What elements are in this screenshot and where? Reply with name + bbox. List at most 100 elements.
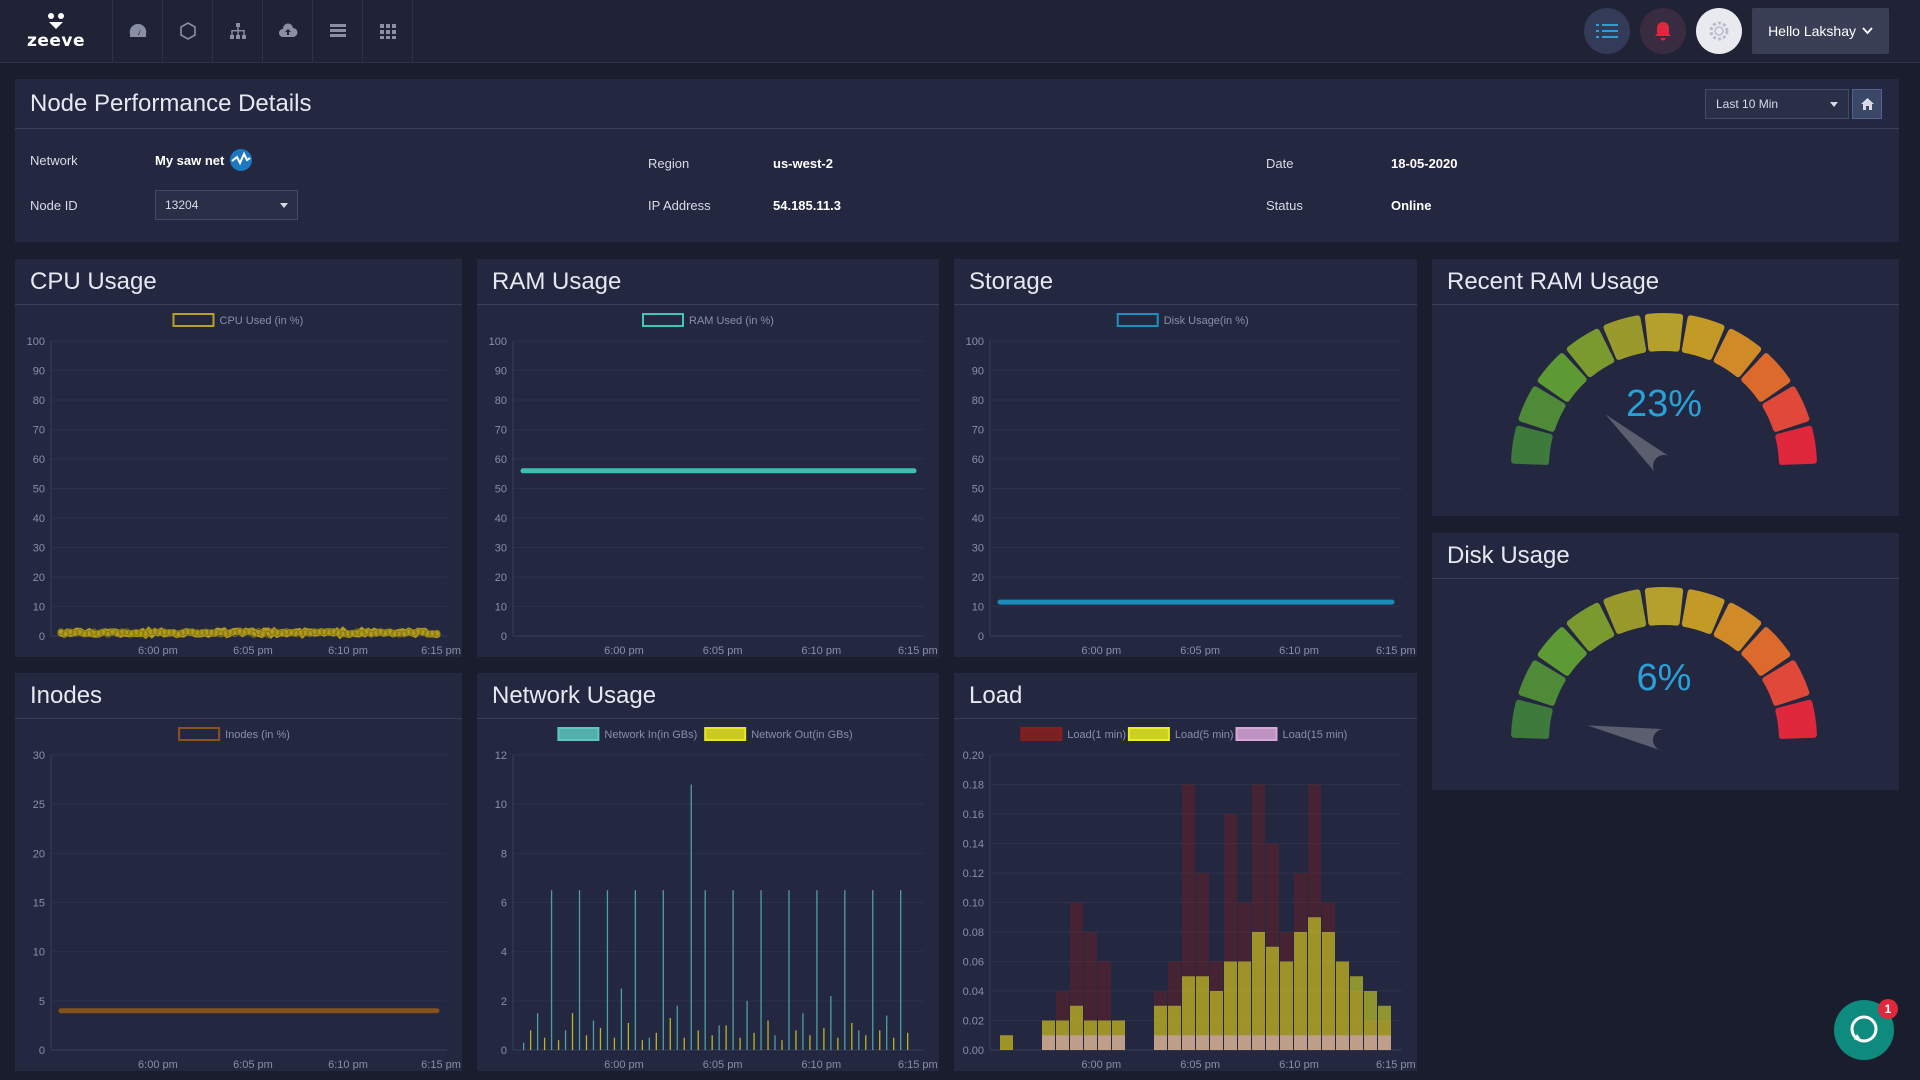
- nav-sitemap[interactable]: [213, 0, 263, 62]
- gauge-segment: [1713, 328, 1762, 378]
- y-tick-label: 0.10: [963, 898, 984, 910]
- data-bar: [1042, 1035, 1055, 1050]
- data-bar: [1378, 1035, 1391, 1050]
- data-point: [433, 629, 441, 637]
- data-point: [90, 628, 98, 636]
- data-bar: [774, 1035, 776, 1050]
- y-tick-label: 50: [972, 484, 984, 496]
- y-tick-label: 6: [501, 898, 507, 910]
- data-bar: [662, 890, 664, 1050]
- ip-label: IP Address: [648, 198, 711, 213]
- nav-server-list[interactable]: [313, 0, 363, 62]
- task-list-button[interactable]: [1584, 8, 1631, 54]
- network-usage-card: Network Usage Network In(in GBs) Network …: [477, 673, 939, 1071]
- disk-usage-gauge: 6%: [1511, 587, 1817, 751]
- node-details-header: Node Performance Details Last 10 Min: [15, 79, 1899, 129]
- data-bar: [718, 1025, 720, 1050]
- brand-logo[interactable]: zeeve: [0, 0, 113, 62]
- data-point: [367, 630, 375, 638]
- data-point: [297, 629, 305, 637]
- data-bar: [655, 1032, 657, 1050]
- user-menu-button[interactable]: Hello Lakshay: [1752, 8, 1889, 54]
- list-icon: [1596, 24, 1619, 38]
- nav-network[interactable]: [163, 0, 213, 62]
- gauge-segment: [1713, 602, 1762, 652]
- inodes-chart: Inodes (in %) 0 5 10 15 20 25 30 6:00 pm 6:05 pm 6…: [33, 727, 461, 1070]
- y-tick-label: 0.18: [963, 780, 984, 792]
- network-row: Network My saw net: [30, 148, 253, 172]
- gauge-segment: [1537, 627, 1587, 676]
- legend-swatch: [557, 727, 600, 741]
- nav-dashboard[interactable]: [113, 0, 163, 62]
- y-tick-label: 80: [33, 395, 45, 407]
- settings-button[interactable]: [1696, 8, 1743, 54]
- legend-label: Inodes (in %): [225, 729, 290, 741]
- data-point: [344, 630, 352, 638]
- data-bar: [669, 1018, 671, 1050]
- home-button[interactable]: [1852, 89, 1882, 119]
- network-usage-title: Network Usage: [477, 673, 939, 719]
- x-tick-label: 6:10 pm: [328, 1059, 368, 1070]
- data-point: [160, 628, 168, 636]
- data-point: [377, 628, 385, 636]
- data-point: [306, 630, 314, 638]
- data-point: [62, 630, 70, 638]
- data-bar: [1308, 1035, 1321, 1050]
- data-point: [273, 629, 281, 637]
- gauge-segment: [1603, 589, 1647, 635]
- data-point: [259, 630, 267, 638]
- data-point: [146, 628, 154, 636]
- y-tick-label: 0.08: [963, 927, 984, 939]
- data-bar: [676, 1005, 678, 1050]
- data-bar: [795, 1030, 797, 1050]
- x-tick-label: 6:10 pm: [801, 1059, 841, 1070]
- brand-name: zeeve: [26, 30, 86, 51]
- data-point: [207, 629, 215, 637]
- x-tick-label: 6:00 pm: [1081, 1059, 1121, 1070]
- y-tick-label: 0: [501, 631, 507, 643]
- data-bar: [900, 890, 902, 1050]
- legend-swatch: [1235, 727, 1278, 741]
- node-id-select[interactable]: 13204: [155, 190, 298, 220]
- x-tick-label: 6:05 pm: [233, 645, 273, 656]
- x-tick-label: 6:10 pm: [328, 645, 368, 656]
- nav-cloud-upload[interactable]: [263, 0, 313, 62]
- nav-apps-grid[interactable]: [363, 0, 413, 62]
- legend-label: Network Out(in GBs): [751, 729, 852, 741]
- sitemap-icon: [229, 23, 246, 39]
- y-tick-label: 20: [495, 572, 507, 584]
- y-tick-label: 40: [495, 513, 507, 525]
- y-tick-label: 100: [27, 336, 45, 348]
- data-point: [353, 628, 361, 636]
- x-tick-label: 6:00 pm: [1081, 645, 1121, 656]
- date-row: Date 18-05-2020: [1266, 156, 1458, 171]
- data-bar: [1252, 932, 1265, 1050]
- dashboard-icon: [129, 23, 146, 37]
- data-point: [198, 629, 206, 637]
- data-bar: [1322, 932, 1335, 1050]
- data-point: [283, 628, 291, 636]
- data-bar: [1084, 1035, 1097, 1050]
- cpu-usage-title: CPU Usage: [15, 259, 462, 305]
- y-tick-label: 100: [489, 336, 507, 348]
- data-bar: [536, 1013, 539, 1050]
- data-bar: [844, 890, 846, 1050]
- y-tick-label: 90: [33, 366, 45, 378]
- data-point: [109, 628, 117, 636]
- status-row: Status Online: [1266, 198, 1431, 213]
- x-tick-label: 6:15 pm: [1376, 1059, 1416, 1070]
- legend-label: CPU Used (in %): [220, 315, 304, 327]
- caret-down-icon: [280, 202, 288, 208]
- legend-label: RAM Used (in %): [689, 315, 774, 327]
- data-bar: [578, 890, 581, 1050]
- notifications-button[interactable]: [1640, 8, 1687, 54]
- data-bar: [648, 1037, 650, 1050]
- data-point: [95, 629, 103, 637]
- y-tick-label: 30: [495, 543, 507, 555]
- y-tick-label: 70: [495, 425, 507, 437]
- date-value: 18-05-2020: [1391, 156, 1458, 171]
- data-point: [203, 628, 211, 636]
- time-range-select[interactable]: Last 10 Min: [1705, 89, 1849, 119]
- gauge-needle: [1605, 414, 1672, 475]
- legend-swatch: [1020, 727, 1063, 741]
